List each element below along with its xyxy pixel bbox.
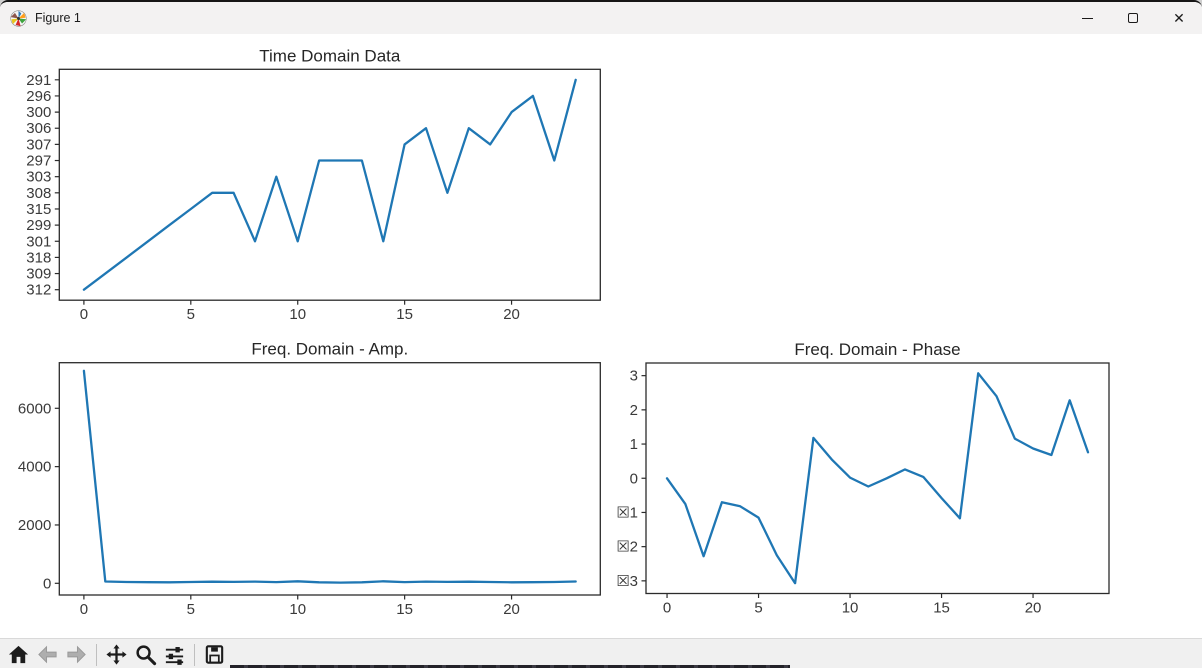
y-tick-label: 4000 [18,459,51,476]
y-tick-label: 2 [630,402,638,419]
y-tick-label: 318 [26,249,51,266]
minimize-button[interactable] [1064,2,1110,34]
x-tick-label: 15 [396,306,413,323]
series-line [665,372,1090,585]
forward-button[interactable] [62,641,91,668]
configure-subplots-button[interactable] [160,641,189,668]
window-title: Figure 1 [35,11,81,25]
series-line [82,78,577,291]
chart-title: Freq. Domain - Phase [794,340,960,359]
y-tick-label: ☒2 [616,539,638,556]
y-tick-label: 297 [26,153,51,170]
figure-canvas: Time Domain Data 0 5 10 15 20 312 309 318 301 299 3… [0,34,1202,638]
y-tick-label: 303 [26,169,51,186]
sliders-icon [165,647,184,665]
zoom-rect-button[interactable] [131,641,160,668]
axes-frame [645,362,1110,595]
navigation-toolbar [0,638,1202,668]
y-tick-label: 308 [26,185,51,202]
minimize-icon [1081,17,1093,19]
close-icon: ✕ [1173,10,1185,26]
axes-frame [58,68,601,301]
forward-arrow-icon [67,645,86,664]
y-tick-label: 6000 [18,400,51,417]
back-arrow-icon [38,645,57,664]
y-tick-label: 2000 [18,517,51,534]
x-tick-label: 5 [187,601,195,618]
freq-amp-axes: Freq. Domain - Amp. 0 5 10 15 20 0 2000 4000 6000 [18,340,601,618]
save-floppy-icon [205,645,224,664]
magnifier-icon [136,645,157,666]
back-button[interactable] [33,641,62,668]
x-tick-label: 20 [1025,600,1042,617]
x-tick-label: 10 [842,600,859,617]
chart-title: Time Domain Data [259,46,401,65]
maximize-button[interactable] [1110,2,1156,34]
x-tick-label: 10 [289,306,306,323]
y-tick-label: 309 [26,266,51,283]
y-tick-label: 299 [26,217,51,234]
y-tick-label: 300 [26,104,51,121]
close-button[interactable]: ✕ [1156,2,1202,34]
y-tick-label: 306 [26,120,51,137]
y-tick-label: 301 [26,233,51,250]
pan-move-icon [106,644,127,665]
x-tick-label: 20 [503,601,520,618]
x-tick-label: 0 [663,600,671,617]
chart-title: Freq. Domain - Amp. [251,340,408,359]
x-tick-label: 15 [396,601,413,618]
y-tick-label: 296 [26,88,51,105]
y-tick-label: 3 [630,368,638,385]
home-button[interactable] [4,641,33,668]
x-tick-label: 5 [754,600,762,617]
y-tick-label: ☒3 [616,573,638,590]
screen-edge-artifact [230,665,790,668]
maximize-icon [1128,13,1138,23]
x-tick-label: 0 [80,306,88,323]
pan-button[interactable] [102,641,131,668]
axes-frame [58,362,601,596]
y-tick-label: 307 [26,136,51,153]
x-tick-label: 10 [289,601,306,618]
x-tick-label: 0 [80,601,88,618]
y-tick-label: 312 [26,282,51,299]
y-tick-label: ☒1 [616,504,638,521]
x-tick-label: 15 [933,600,950,617]
matplotlib-logo-icon [10,9,27,27]
toolbar-separator [96,643,97,666]
x-tick-label: 5 [187,306,195,323]
y-tick-label: 1 [630,436,638,453]
title-bar: Figure 1 ✕ [0,2,1202,34]
y-tick-label: 291 [26,72,51,89]
series-line [82,369,577,584]
y-tick-label: 0 [43,575,51,592]
y-tick-label: 0 [630,470,638,487]
home-icon [8,645,29,664]
toolbar-separator [194,643,195,666]
save-button[interactable] [200,641,229,668]
x-tick-label: 20 [503,306,520,323]
y-tick-label: 315 [26,201,51,218]
